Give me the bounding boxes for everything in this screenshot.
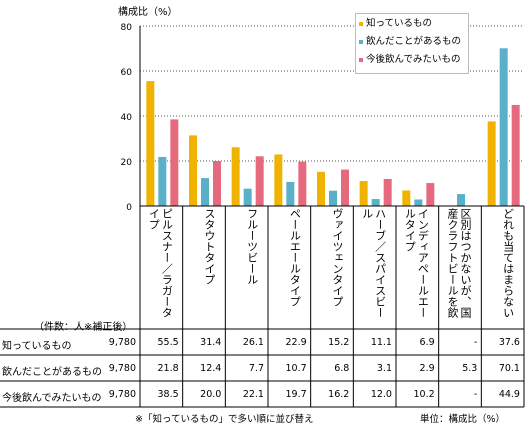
bar-1-2 (243, 188, 252, 206)
table-cell: 6.8 (334, 363, 350, 374)
category-label: ハーブ／スパイスビール (362, 208, 387, 318)
table-cell: 70.1 (498, 363, 520, 374)
table-row-label: 知っているもの (2, 341, 72, 352)
bar-0-1 (189, 135, 197, 206)
table-cell: 20.0 (200, 389, 222, 400)
footnote: ※「知っているもの」で多い順に並び替え (135, 414, 314, 425)
legend-swatch-drunk (359, 39, 363, 44)
table-row-label: 飲んだことがあるもの (2, 367, 102, 378)
table-cell: 31.4 (200, 337, 222, 348)
bar-2-6 (426, 183, 435, 206)
bar-0-4 (317, 171, 325, 206)
table-row-label: 今後飲んでみたいもの (2, 393, 102, 404)
bar-1-6 (414, 199, 423, 206)
category-label: インディアペールエールタイプ (405, 208, 430, 318)
y-tick-label: 0 (126, 203, 132, 213)
bar-0-2 (231, 147, 240, 206)
table-cell: 12.4 (200, 363, 222, 374)
bar-2-1 (213, 161, 221, 206)
table-header: （件数：人※補正後） (34, 322, 133, 333)
legend-item-known: 知っているもの (359, 18, 432, 30)
table-cell: 38.5 (157, 389, 179, 400)
legend-label-known: 知っているもの (366, 18, 433, 29)
category-label: スタウトタイプ (203, 208, 216, 285)
category-label: ペールエールタイプ (288, 208, 302, 307)
category-label: 区別はつかないが、国産クラフトビールを飲んだことがある (448, 208, 472, 318)
category-label: ヴァイツェンタイプ (331, 208, 344, 307)
table-cell: 15.2 (328, 337, 350, 348)
table-cell: 6.9 (419, 337, 435, 348)
bar-0-5 (359, 181, 368, 206)
table-cell: 3.1 (376, 363, 392, 374)
table-cell: 12.0 (370, 389, 392, 400)
table-cell: 2.9 (419, 363, 435, 374)
bar-2-8 (511, 104, 520, 206)
bar-0-0 (146, 81, 155, 206)
table-cell: 10.2 (413, 389, 435, 400)
table-count: 9,780 (108, 389, 136, 400)
unit-note: 単位：構成比（%） (420, 414, 506, 425)
table-cell: 44.9 (498, 389, 520, 400)
bar-1-1 (201, 178, 209, 206)
legend-item-drunk: 飲んだことがあるもの (359, 36, 461, 48)
legend-label-want: 今後飲んでみたいもの (366, 54, 461, 65)
legend-swatch-want (359, 57, 363, 62)
legend-item-want: 今後飲んでみたいもの (359, 54, 461, 66)
bar-2-0 (170, 119, 179, 206)
table-cell: 55.5 (157, 337, 179, 348)
y-axis-label: 構成比（%） (118, 7, 178, 18)
bar-2-4 (341, 169, 349, 206)
table-cell: 16.2 (328, 389, 350, 400)
bar-2-5 (383, 179, 392, 206)
legend-label-drunk: 飲んだことがあるもの (366, 36, 462, 47)
bar-0-6 (402, 190, 411, 206)
category-label: フルーツビール (245, 208, 259, 285)
bar-1-5 (371, 199, 380, 206)
bar-0-3 (274, 154, 283, 206)
table-cell: 22.1 (242, 389, 264, 400)
table-count: 9,780 (108, 337, 136, 348)
table-cell: 19.7 (285, 389, 307, 400)
table-cell: - (473, 337, 478, 348)
table-count: 9,780 (108, 363, 136, 374)
bar-1-8 (499, 48, 508, 207)
y-tick-label: 60 (121, 68, 133, 78)
bar-1-3 (286, 181, 295, 206)
legend: 知っているもの 飲んだことがあるもの 今後飲んでみたいもの (355, 13, 469, 74)
bar-1-0 (158, 156, 167, 206)
bar-1-4 (329, 190, 337, 206)
bar-0-8 (487, 121, 496, 206)
table-cell: 22.9 (285, 337, 307, 348)
table-cell: 21.8 (157, 363, 179, 374)
table-cell: 7.7 (248, 363, 264, 374)
bar-2-3 (298, 161, 307, 206)
category-label: どれも当てはまらない (501, 208, 515, 318)
bar-1-7 (457, 194, 465, 206)
table-cell: 11.1 (370, 337, 392, 348)
y-tick-label: 80 (121, 23, 133, 33)
table-cell: 26.1 (242, 337, 264, 348)
category-label: ピルスナー／ラガータイプ (149, 208, 174, 318)
legend-swatch-known (359, 21, 363, 26)
bar-2-2 (255, 156, 264, 206)
table-cell: - (473, 389, 478, 400)
y-tick-label: 20 (121, 158, 133, 168)
table-cell: 10.7 (285, 363, 307, 374)
y-tick-label: 40 (121, 113, 133, 123)
table-cell: 5.3 (462, 363, 478, 374)
table-cell: 37.6 (498, 337, 520, 348)
